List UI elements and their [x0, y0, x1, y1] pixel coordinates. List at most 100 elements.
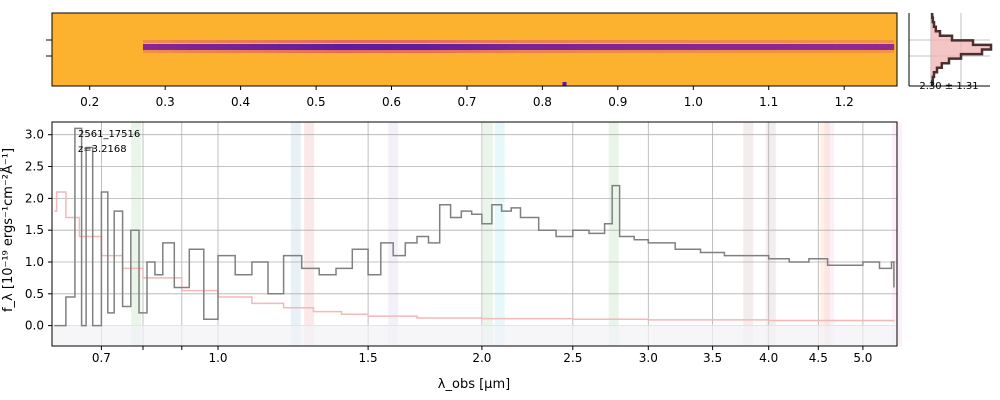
trace-core-segment [839, 44, 844, 50]
trace-upper-segment [605, 40, 613, 43]
x-tick-label: 5.0 [853, 351, 872, 365]
trace-lower-segment [753, 50, 758, 53]
trace-core-segment [493, 44, 502, 50]
trace-upper-segment [680, 40, 686, 43]
x-axis-label: λ_obs [μm] [438, 377, 510, 392]
trace-upper-segment [344, 40, 355, 43]
trace-upper-segment [718, 40, 724, 43]
trace-core-segment [869, 44, 873, 50]
trace-lower-segment [158, 50, 174, 53]
trace-lower-segment [670, 50, 677, 53]
trace-lower-segment [765, 50, 770, 53]
trace-upper-segment [354, 40, 366, 43]
trace-core-segment [744, 44, 750, 50]
trace-upper-segment [486, 40, 495, 43]
trace-core-segment [486, 44, 495, 50]
trace-core-segment [704, 44, 710, 50]
trace-upper-segment [214, 40, 229, 43]
trace-upper-segment [852, 40, 857, 43]
trace-upper-segment [829, 40, 833, 43]
trace-upper-segment [446, 40, 455, 43]
x-tick-label: 1.0 [208, 351, 227, 365]
trace-lower-segment [727, 50, 733, 53]
trace-lower-segment [354, 50, 366, 53]
trace-lower-segment [761, 50, 766, 53]
trace-core-segment [312, 44, 324, 50]
trace-core-segment [881, 44, 886, 50]
trace-upper-segment [777, 40, 782, 43]
emission-line-band [819, 122, 830, 346]
trace-core-segment [644, 44, 651, 50]
flux-spectrum-line [54, 127, 895, 327]
trace-core-segment [846, 44, 850, 50]
trace-lower-segment [807, 50, 812, 53]
trace-lower-segment [543, 50, 551, 53]
trace-upper-segment [594, 40, 601, 43]
trace-lower-segment [722, 50, 728, 53]
trace-lower-segment [575, 50, 583, 53]
trace-core-segment [777, 44, 782, 50]
trace-lower-segment [655, 50, 661, 53]
trace-lower-segment [748, 50, 754, 53]
trace-core-segment [611, 44, 618, 50]
trace-core-segment [588, 44, 595, 50]
trace-upper-segment [588, 40, 595, 43]
trace-lower-segment [811, 50, 816, 53]
emission-line-band [824, 122, 835, 346]
trace-lower-segment [289, 50, 302, 53]
trace-core-segment [781, 44, 786, 50]
trace-lower-segment [617, 50, 624, 53]
trace-upper-segment [581, 40, 589, 43]
trace-core-segment [323, 44, 335, 50]
trace-core-segment [446, 44, 455, 50]
trace-core-segment [822, 44, 826, 50]
trace-lower-segment [829, 50, 833, 53]
trace-core-segment [670, 44, 677, 50]
trace-lower-segment [699, 50, 705, 53]
trace-core-segment [680, 44, 686, 50]
profile-panel: 2.30 ± 1.31 [908, 13, 993, 92]
trace-core-segment [788, 44, 794, 50]
emission-line-band [494, 122, 505, 346]
trace-lower-segment [644, 50, 651, 53]
trace-lower-segment [832, 50, 837, 53]
trace-upper-segment [769, 40, 774, 43]
trace-upper-segment [690, 40, 696, 43]
trace-lower-segment [890, 50, 895, 53]
trace-upper-segment [639, 40, 646, 43]
trace-upper-segment [744, 40, 750, 43]
trace-lower-segment [695, 50, 701, 53]
trace-upper-segment [600, 40, 607, 43]
trace-core-segment [685, 44, 691, 50]
trace-core-segment [722, 44, 728, 50]
trace-upper-segment [623, 40, 629, 43]
x-tick-label: 4.0 [759, 351, 778, 365]
trace-upper-segment [201, 40, 216, 43]
trace-lower-segment [454, 50, 464, 53]
trace-core-segment [172, 44, 188, 50]
trace-lower-segment [143, 50, 159, 53]
top-axis-tick-label: 0.2 [80, 95, 99, 109]
trace-lower-segment [814, 50, 819, 53]
trace-core-segment [277, 44, 290, 50]
trace-upper-segment [478, 40, 487, 43]
trace-upper-segment [865, 40, 870, 43]
trace-upper-segment [872, 40, 876, 43]
trace-upper-segment [753, 40, 758, 43]
trace-upper-segment [384, 40, 394, 43]
trace-lower-segment [334, 50, 345, 53]
profile-plot [908, 13, 993, 87]
trace-core-segment [757, 44, 762, 50]
trace-core-segment [563, 44, 570, 50]
trace-lower-segment [446, 50, 455, 53]
trace-upper-segment [881, 40, 886, 43]
bright-pixel [562, 82, 567, 86]
trace-lower-segment [493, 50, 502, 53]
emission-line-band [608, 122, 619, 346]
emission-line-band [304, 122, 315, 346]
x-tick-label: 4.5 [809, 351, 828, 365]
redshift-label: z=3.2168 [78, 144, 127, 155]
trace-upper-segment [839, 40, 844, 43]
trace-core-segment [748, 44, 754, 50]
